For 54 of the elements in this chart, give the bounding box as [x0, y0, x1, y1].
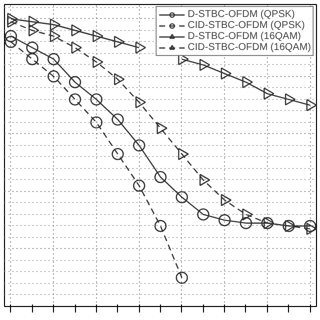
point: [197, 208, 210, 221]
point: [178, 148, 189, 160]
point: [112, 148, 124, 160]
point: [176, 272, 188, 284]
point: [48, 70, 60, 82]
point: [156, 122, 168, 134]
point: [92, 30, 104, 42]
point: [242, 76, 253, 88]
point: [68, 93, 82, 106]
point: [176, 191, 188, 204]
point: [306, 222, 316, 235]
point: [133, 139, 146, 152]
point: [154, 170, 167, 184]
point: [264, 88, 274, 100]
point: [26, 42, 38, 54]
point: [28, 24, 40, 36]
point: [112, 113, 124, 126]
point: [26, 53, 38, 66]
point: [135, 42, 146, 54]
point: [284, 93, 296, 106]
point: [7, 12, 18, 25]
point: [242, 208, 253, 221]
point: [92, 56, 104, 68]
point: [90, 93, 102, 106]
point: [240, 217, 252, 230]
point: [50, 30, 61, 42]
point: [264, 216, 274, 230]
legend-label: CID-STBC-OFDM (16QAM): [188, 42, 311, 53]
point: [133, 180, 146, 192]
point: [220, 194, 232, 206]
point: [114, 36, 125, 48]
point: [4, 36, 18, 48]
point: [261, 217, 274, 230]
point: [7, 16, 18, 28]
point: [218, 214, 231, 226]
point: [135, 96, 146, 108]
point: [304, 220, 316, 232]
point: [71, 24, 82, 36]
point: [114, 73, 125, 86]
point: [28, 16, 40, 28]
point: [199, 174, 210, 186]
point: [154, 220, 167, 232]
point: [4, 30, 18, 42]
legend-label: D-STBC-OFDM (16QAM): [188, 31, 301, 42]
point: [48, 53, 60, 66]
point: [71, 42, 82, 54]
point: [306, 99, 316, 112]
point: [199, 58, 210, 71]
point: [220, 67, 232, 80]
legend-label: CID-STBC-OFDM (QPSK): [188, 20, 305, 31]
point: [68, 76, 82, 88]
point: [50, 18, 61, 31]
point: [90, 116, 102, 129]
legend-label: D-STBC-OFDM (QPSK): [188, 9, 295, 20]
